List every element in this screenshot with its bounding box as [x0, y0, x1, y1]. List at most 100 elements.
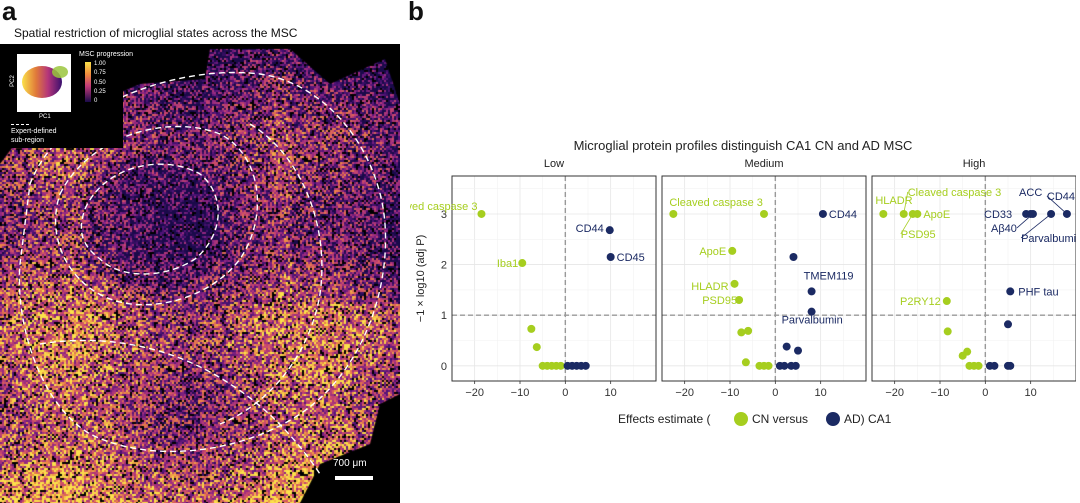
facet-panel-low: [452, 176, 656, 381]
data-point-low-2: [605, 226, 614, 235]
y-tick-label-1: 1: [441, 310, 447, 322]
contour-band: [219, 123, 323, 425]
scale-bar: [335, 476, 373, 480]
point-label: TMEM119: [804, 270, 854, 282]
point-label: P2RY12: [900, 296, 941, 308]
point-label: ApoE: [923, 209, 950, 221]
y-axis-label: −1 × log10 (adj P): [415, 235, 427, 322]
legend-tick-4: 0.25: [94, 89, 106, 95]
point-label: Iba1: [497, 258, 518, 270]
chart-title: Microglial protein profiles distinguish …: [574, 138, 913, 153]
data-point-high-21: [1006, 361, 1015, 370]
panel-a-title: Spatial restriction of microglial states…: [14, 26, 298, 40]
data-point-high-13: [958, 351, 967, 360]
data-point-medium-7: [807, 287, 816, 296]
data-point-medium-0: [669, 209, 678, 218]
label-leader: [900, 213, 914, 235]
data-point-medium-14: [764, 361, 773, 370]
legend-tick-3: 0.50: [94, 80, 106, 86]
point-label: Parvalbumin: [782, 315, 843, 327]
pca-point-cloud: [22, 66, 62, 98]
x-axis-label-part3: AD) CA1: [844, 412, 892, 426]
data-point-low-1: [518, 259, 527, 268]
data-point-medium-15: [782, 342, 791, 351]
x-tick-label: −10: [721, 387, 740, 399]
legend-tick-1: 1.00: [94, 61, 106, 67]
x-tick-label: 10: [815, 387, 827, 399]
contour-mid: [55, 125, 259, 306]
x-tick-label: 0: [982, 387, 988, 399]
contour-lower: [39, 339, 321, 475]
pca-inset-plot: [17, 54, 91, 112]
legend-tick-2: 0.75: [94, 70, 106, 76]
label-leader: [1020, 213, 1052, 239]
data-point-low-5: [532, 343, 541, 352]
data-point-low-3: [606, 252, 615, 261]
data-point-high-3: [913, 209, 922, 218]
point-label: CD33: [984, 209, 1012, 221]
pc1-axis-label: PC1: [39, 114, 51, 120]
data-point-medium-8: [807, 307, 816, 316]
facet-border: [661, 175, 867, 382]
sub-region-contours: [18, 71, 387, 475]
legend-tick-5: 0: [94, 98, 98, 104]
point-label: Aβ40: [991, 223, 1017, 235]
x-tick-label: 0: [772, 387, 778, 399]
panel-a-letter: a: [2, 0, 17, 26]
contour-inner: [80, 163, 219, 275]
data-point-high-0: [879, 209, 888, 218]
data-point-medium-5: [818, 209, 827, 218]
data-point-medium-16: [794, 346, 802, 355]
data-point-high-16: [974, 361, 983, 370]
panel-b-letter: b: [408, 0, 424, 26]
point-label: PHF tau: [1018, 286, 1058, 298]
label-leader: [903, 191, 909, 215]
pca-inset: MSC progression 1.00 0.75 0.50 0.25 0 PC…: [5, 48, 133, 148]
pc2-axis-label: PC2: [9, 75, 16, 87]
x-tick-label: 0: [562, 387, 568, 399]
facet-border: [451, 175, 657, 382]
point-label: HLADR: [691, 281, 728, 293]
point-label: Parvalbumin: [1021, 233, 1076, 245]
point-label: CD44: [576, 223, 604, 235]
pca-point-cloud-tail: [52, 66, 68, 78]
y-tick-label-0: 0: [441, 361, 447, 373]
data-point-high-11: [943, 327, 952, 336]
data-point-medium-6: [789, 252, 798, 261]
x-tick-label: 10: [1025, 387, 1037, 399]
facet-border: [871, 175, 1076, 382]
x-tick-label: −20: [465, 387, 484, 399]
label-leader: [1016, 213, 1034, 229]
point-label: CD45: [617, 252, 645, 264]
legend-dot-ad: [826, 412, 840, 426]
data-point-medium-9: [737, 328, 746, 337]
data-point-high-17: [1004, 320, 1012, 329]
point-label: ApoE: [699, 246, 726, 258]
point-label: PSD95: [901, 229, 936, 241]
data-point-medium-11: [741, 358, 750, 367]
region-legend-line: [11, 124, 29, 125]
x-axis-label-part2: CN versus: [752, 412, 808, 426]
data-point-low-10: [556, 361, 565, 370]
data-point-high-10: [942, 297, 951, 306]
scale-bar-label: 700 μm: [333, 458, 367, 469]
data-point-medium-1: [760, 209, 768, 218]
data-point-high-9: [1006, 287, 1015, 296]
y-tick-label-2: 2: [441, 260, 447, 272]
x-tick-label: −20: [885, 387, 904, 399]
x-tick-label: 10: [605, 387, 617, 399]
volcano-chart: Microglial protein profiles distinguish …: [410, 138, 1076, 426]
data-point-medium-18: [780, 361, 789, 370]
point-label: HLADR: [875, 195, 912, 207]
legend-dot-cn: [734, 412, 748, 426]
point-label: Cleaved caspase 3: [908, 187, 1002, 199]
label-leader: [1046, 195, 1068, 215]
facet-strip-high: High: [963, 158, 986, 170]
point-label: Cleaved caspase 3: [669, 197, 763, 209]
data-point-medium-3: [730, 279, 739, 288]
data-point-medium-10: [744, 326, 753, 335]
x-axis-label-part1: Effects estimate (: [618, 412, 710, 426]
data-point-high-7: [1047, 209, 1056, 218]
tissue-image-panel: MSC progression 1.00 0.75 0.50 0.25 0 PC…: [0, 44, 400, 503]
facet-strip-medium: Medium: [744, 158, 783, 170]
